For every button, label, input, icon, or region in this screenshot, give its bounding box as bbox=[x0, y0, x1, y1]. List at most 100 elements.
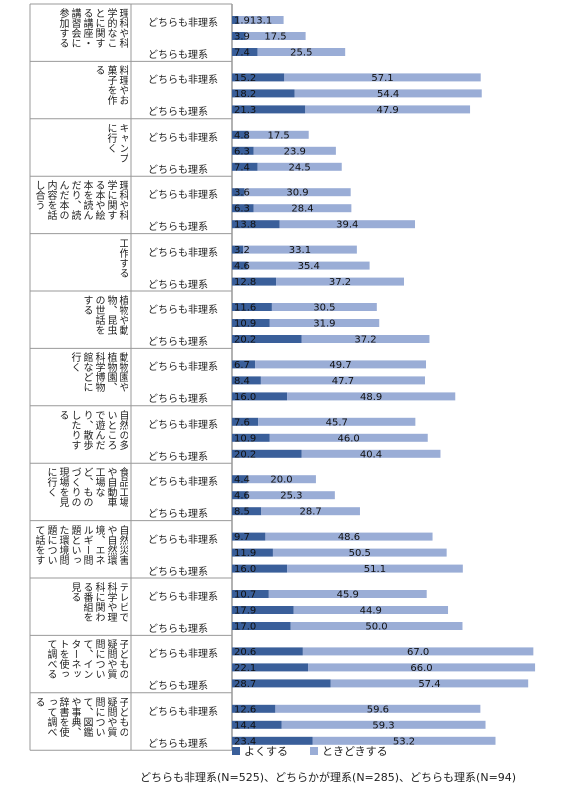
value-label-tokidoki: 28.7 bbox=[299, 507, 321, 518]
bar-tokidoki bbox=[330, 679, 529, 688]
bar-tokidoki bbox=[271, 303, 377, 311]
bar-tokidoki bbox=[281, 720, 486, 729]
value-label-yoku: 17.0 bbox=[234, 622, 256, 633]
bar-tokidoki bbox=[272, 548, 447, 557]
value-label-tokidoki: 40.4 bbox=[360, 449, 382, 460]
value-label-tokidoki: 37.2 bbox=[329, 277, 351, 288]
bar-tokidoki bbox=[269, 319, 380, 327]
bar-yoku bbox=[232, 245, 244, 254]
value-label-tokidoki: 51.1 bbox=[364, 564, 386, 575]
value-label-tokidoki: 17.5 bbox=[264, 32, 286, 43]
value-label-tokidoki: 50.0 bbox=[365, 622, 387, 633]
value-label-yoku: 4.6 bbox=[234, 491, 250, 502]
value-label-yoku: 11.9 bbox=[234, 548, 256, 559]
group-label: どちらも理系 bbox=[148, 566, 208, 578]
group-label: どちらも非理系 bbox=[148, 75, 218, 87]
bar-yoku bbox=[232, 130, 249, 139]
bar-tokidoki bbox=[244, 188, 351, 197]
group-label: どちらも理系 bbox=[148, 509, 208, 521]
group-label: どちらも非理系 bbox=[148, 592, 218, 603]
group-label: どちらも理系 bbox=[148, 681, 208, 693]
value-label-tokidoki: 31.9 bbox=[313, 319, 335, 330]
value-label-yoku: 4.8 bbox=[234, 130, 250, 141]
legend-swatch-tokidoki bbox=[310, 747, 318, 755]
bar-tokidoki bbox=[247, 475, 316, 484]
group-label: どちらも非理系 bbox=[148, 477, 218, 489]
bar-yoku bbox=[232, 704, 276, 713]
value-label-yoku: 1.9 bbox=[234, 16, 250, 27]
value-label-yoku: 11.6 bbox=[234, 303, 256, 314]
bar-yoku bbox=[232, 606, 294, 614]
bar-yoku bbox=[232, 507, 262, 516]
bar-tokidoki bbox=[312, 736, 496, 745]
bar-yoku bbox=[232, 89, 295, 98]
bar-yoku bbox=[232, 647, 303, 656]
category-label: 工作する bbox=[117, 237, 128, 278]
group-label: どちらも非理系 bbox=[148, 362, 218, 374]
value-label-tokidoki: 13.1 bbox=[250, 16, 272, 27]
bar-yoku bbox=[232, 204, 254, 213]
group-label: どちらも非理系 bbox=[148, 247, 218, 259]
value-label-tokidoki: 44.9 bbox=[360, 606, 382, 617]
bar-tokidoki bbox=[238, 16, 284, 24]
value-label-tokidoki: 59.6 bbox=[367, 704, 389, 715]
bar-tokidoki bbox=[308, 663, 536, 672]
bar-tokidoki bbox=[268, 590, 427, 598]
category-label: 子どもの疑問や質問について、図鑑や事典、辞書を使って調べる bbox=[36, 696, 128, 737]
value-label-yoku: 6.7 bbox=[234, 360, 250, 371]
bar-yoku bbox=[232, 449, 302, 458]
category-label: 自然の多いところで遊んだり、散歩したりする bbox=[57, 409, 128, 450]
bar-yoku bbox=[232, 48, 258, 56]
group-label: どちらも理系 bbox=[148, 164, 208, 176]
value-label-yoku: 22.1 bbox=[234, 663, 256, 674]
value-label-yoku: 10.9 bbox=[234, 433, 256, 444]
bar-tokidoki bbox=[287, 564, 463, 573]
value-label-yoku: 20.2 bbox=[234, 335, 256, 346]
value-label-yoku: 4.4 bbox=[234, 475, 250, 486]
value-label-tokidoki: 33.1 bbox=[289, 245, 311, 256]
value-label-tokidoki: 39.4 bbox=[336, 220, 358, 231]
bar-yoku bbox=[232, 303, 272, 311]
value-label-tokidoki: 23.9 bbox=[284, 146, 306, 157]
bar-yoku bbox=[232, 376, 261, 385]
bar-yoku bbox=[232, 32, 246, 40]
value-label-tokidoki: 35.4 bbox=[298, 261, 320, 272]
value-label-yoku: 16.0 bbox=[234, 564, 256, 575]
bar-yoku bbox=[232, 319, 270, 327]
value-label-tokidoki: 47.9 bbox=[377, 105, 399, 116]
bar-tokidoki bbox=[253, 204, 352, 213]
value-label-tokidoki: 49.7 bbox=[329, 360, 351, 371]
bar-yoku bbox=[232, 16, 239, 24]
value-label-yoku: 18.2 bbox=[234, 89, 256, 100]
legend: よくする ときどきする bbox=[232, 743, 388, 759]
bar-yoku bbox=[232, 491, 248, 500]
bar-tokidoki bbox=[301, 335, 430, 343]
bar-yoku bbox=[232, 261, 248, 270]
bar-tokidoki bbox=[265, 532, 433, 541]
bar-tokidoki bbox=[245, 32, 306, 40]
value-label-yoku: 14.4 bbox=[234, 720, 256, 731]
value-label-yoku: 16.0 bbox=[234, 392, 256, 403]
group-label: どちらも非理系 bbox=[148, 132, 218, 144]
bar-tokidoki bbox=[257, 162, 342, 171]
value-label-yoku: 13.8 bbox=[234, 220, 256, 231]
value-label-yoku: 20.6 bbox=[234, 647, 256, 658]
group-label: どちらも非理系 bbox=[148, 706, 218, 718]
value-label-tokidoki: 45.9 bbox=[337, 590, 359, 601]
bar-tokidoki bbox=[287, 392, 456, 401]
bar-yoku bbox=[232, 663, 309, 672]
value-label-yoku: 8.5 bbox=[234, 507, 250, 518]
legend-label-yoku: よくする bbox=[244, 745, 288, 758]
bar-yoku bbox=[232, 360, 256, 369]
category-label: 動物園や植物園、科学博物館などに行く bbox=[69, 352, 128, 393]
bar-tokidoki bbox=[284, 73, 481, 82]
value-label-yoku: 8.4 bbox=[234, 376, 250, 387]
value-label-tokidoki: 50.5 bbox=[349, 548, 371, 559]
value-label-yoku: 17.9 bbox=[234, 606, 256, 617]
value-label-yoku: 21.3 bbox=[234, 105, 256, 116]
value-label-tokidoki: 54.4 bbox=[377, 89, 399, 100]
value-label-yoku: 3.6 bbox=[234, 188, 250, 199]
bar-yoku bbox=[232, 105, 306, 114]
bar-tokidoki bbox=[247, 261, 370, 270]
value-label-tokidoki: 24.5 bbox=[288, 162, 310, 173]
